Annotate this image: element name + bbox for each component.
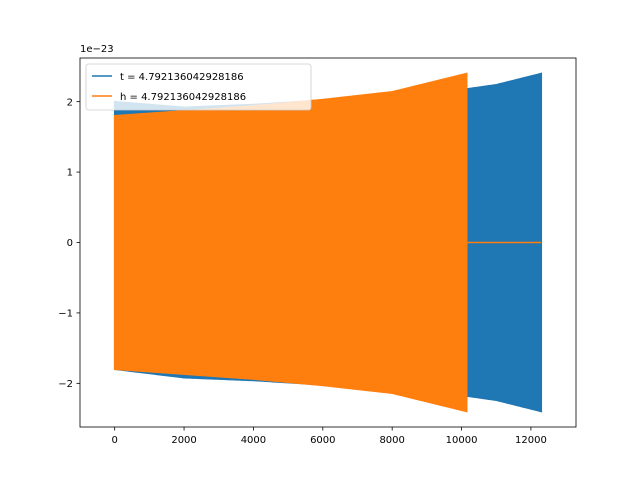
legend: t = 4.792136042928186 h = 4.7921360429281… [85,63,312,111]
y-tick-label: −2 [58,379,73,390]
y-tick-label: 0 [67,238,73,249]
y-axis-offset-label: 1e−23 [80,44,114,55]
y-axis: −2 −1 0 1 2 [58,97,80,390]
series-2-band [113,72,468,413]
y-tick-label: 2 [67,97,73,108]
x-tick-label: 2000 [171,435,196,446]
x-axis: 0 2000 4000 6000 8000 10000 12000 [111,427,547,446]
legend-label: t = 4.792136042928186 [120,72,244,83]
legend-label: h = 4.792136042928186 [120,92,246,103]
y-tick-label: 1 [67,168,73,179]
x-tick-label: 4000 [241,435,266,446]
x-tick-label: 6000 [310,435,335,446]
x-tick-label: 8000 [379,435,404,446]
legend-box [85,63,312,111]
x-tick-label: 10000 [446,435,478,446]
x-tick-label: 12000 [515,435,547,446]
y-tick-label: −1 [58,309,73,320]
plot-area [113,72,543,413]
x-tick-label: 0 [111,435,117,446]
